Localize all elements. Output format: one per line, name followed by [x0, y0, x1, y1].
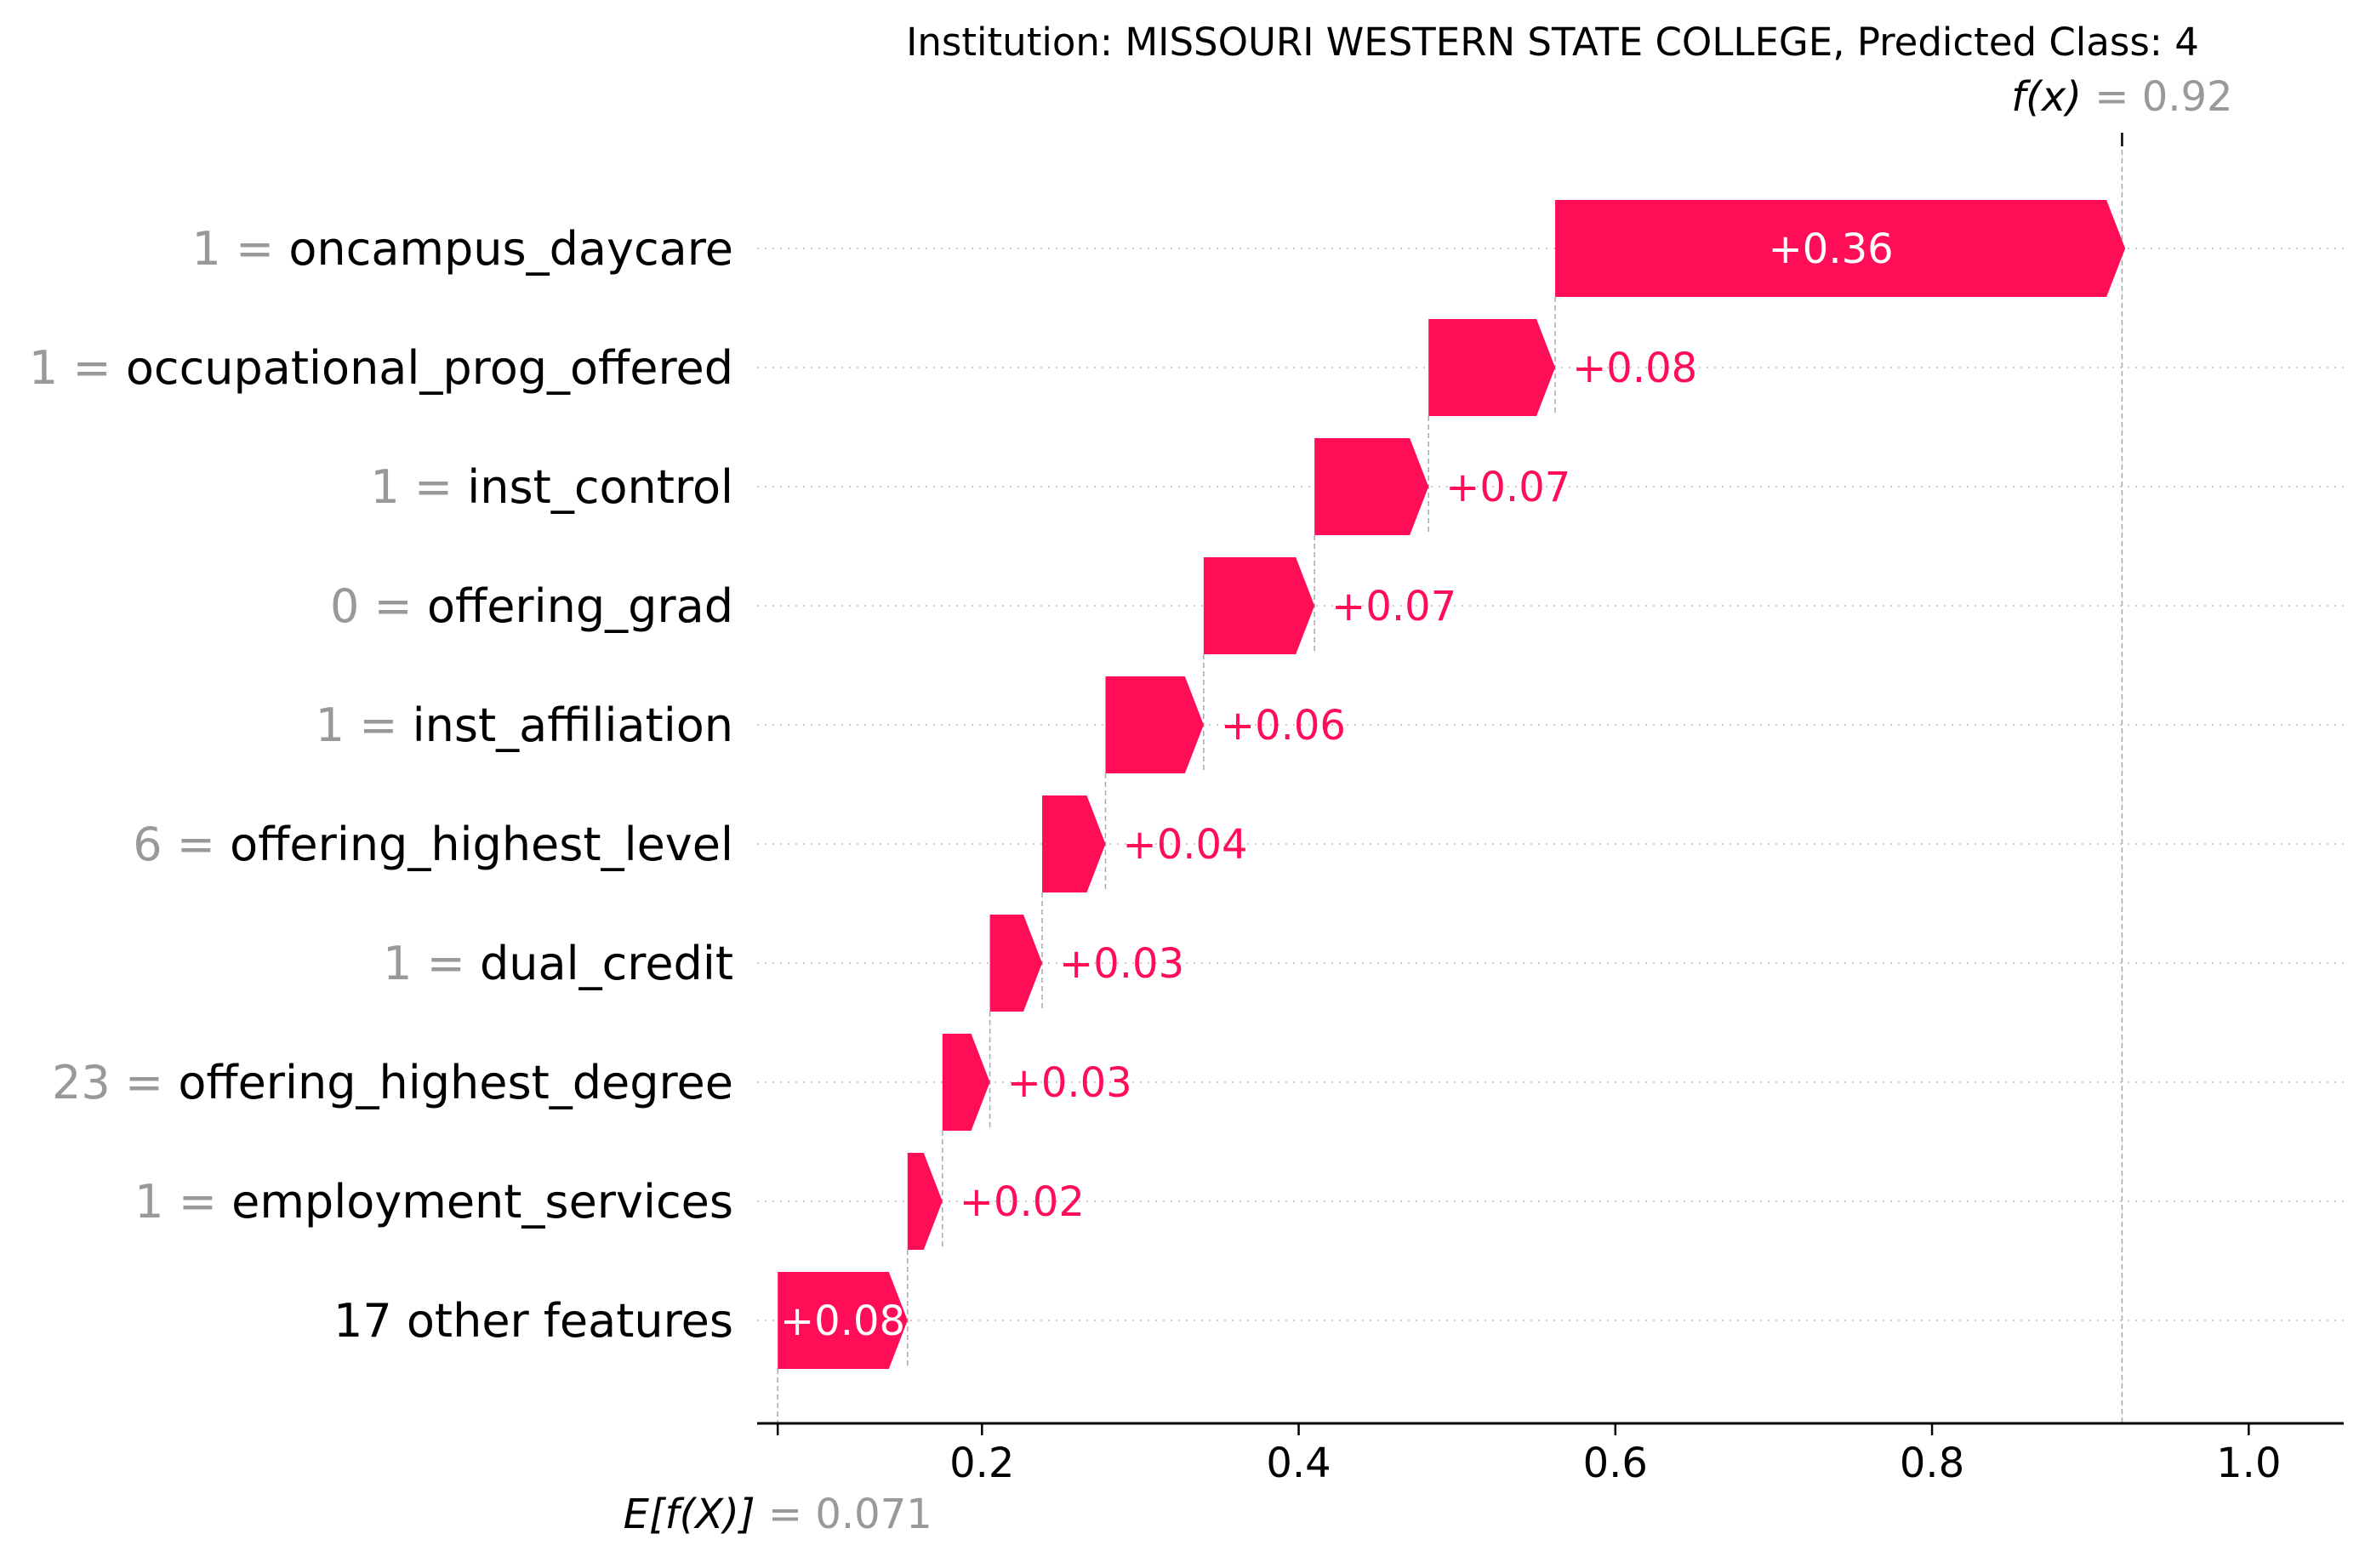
feature-name: 17 other features — [333, 1294, 733, 1348]
feature-value: 1 = — [134, 1175, 231, 1229]
contribution-bar — [942, 1034, 990, 1131]
feature-value: 1 = — [191, 222, 288, 276]
contribution-bar — [1105, 676, 1204, 773]
feature-label: 1 = occupational_prog_offered — [29, 341, 733, 395]
feature-label: 1 = inst_control — [370, 460, 733, 514]
chart-title: Institution: MISSOURI WESTERN STATE COLL… — [906, 20, 2199, 65]
contribution-bar — [1428, 319, 1556, 416]
bar-value-label: +0.02 — [960, 1178, 1085, 1226]
output-value-label: f(x) — [2011, 73, 2094, 121]
feature-name: inst_affiliation — [413, 698, 733, 752]
contribution-bar — [1203, 557, 1315, 654]
grid-layer — [757, 248, 2344, 1321]
base-value-annotation: E[f(X)] = 0.071 — [624, 1491, 932, 1538]
feature-name: dual_credit — [480, 937, 733, 990]
x-tick-label: 0.8 — [1900, 1440, 1964, 1487]
feature-label: 1 = dual_credit — [383, 937, 733, 990]
feature-value: 6 = — [133, 818, 230, 871]
contribution-bar — [778, 1272, 908, 1369]
feature-value: 1 = — [370, 460, 467, 514]
feature-label: 1 = oncampus_daycare — [191, 222, 733, 276]
contribution-bar — [1314, 438, 1429, 535]
annotation-layer: E[f(X)] = 0.071 f(x) = 0.92 — [624, 73, 2233, 1538]
feature-name: employment_services — [231, 1175, 733, 1229]
guide-layer — [777, 133, 2123, 1423]
feature-name: offering_highest_degree — [178, 1056, 733, 1109]
bar-value-label: +0.08 — [1572, 345, 1697, 392]
feature-value: 23 = — [52, 1056, 178, 1109]
feature-name: offering_grad — [427, 579, 733, 633]
output-value-annotation: f(x) = 0.92 — [2011, 73, 2232, 121]
x-tick-label: 0.4 — [1266, 1440, 1331, 1487]
bar-value-label: +0.36 — [1769, 225, 1894, 273]
bar-value-label: +0.03 — [1007, 1059, 1132, 1107]
bar-value-label: +0.08 — [780, 1297, 905, 1345]
feature-value: 1 = — [383, 937, 480, 990]
feature-label: 1 = inst_affiliation — [316, 698, 733, 752]
bar-value-label: +0.03 — [1059, 940, 1184, 988]
feature-label: 0 = offering_grad — [330, 579, 733, 633]
contribution-bar — [989, 915, 1043, 1012]
bar-layer: +0.36 +0.08 +0.07 +0.07 +0.06 +0.04 +0.03 +0.03… — [778, 200, 2126, 1369]
feature-value: 1 = — [316, 698, 413, 752]
output-value-number: = 0.92 — [2094, 73, 2232, 121]
x-axis: 0.2 0.4 0.6 0.8 1.0 — [757, 1422, 2344, 1487]
x-tick-label: 0.6 — [1583, 1440, 1648, 1487]
feature-label: 6 = offering_highest_level — [133, 818, 733, 871]
feature-name: inst_control — [467, 460, 733, 514]
base-value-number: = 0.071 — [768, 1491, 932, 1538]
feature-label: 1 = employment_services — [134, 1175, 733, 1229]
feature-name: oncampus_daycare — [288, 222, 733, 276]
feature-value: 1 = — [29, 341, 126, 395]
contribution-bar — [1555, 200, 2126, 297]
contribution-bar — [1042, 795, 1106, 892]
feature-name: offering_highest_level — [230, 818, 733, 871]
x-tick-label: 0.2 — [949, 1440, 1014, 1487]
bar-value-label: +0.07 — [1445, 464, 1570, 511]
x-tick-label: 1.0 — [2216, 1440, 2281, 1487]
feature-label: 23 = offering_highest_degree — [52, 1056, 733, 1109]
feature-name: occupational_prog_offered — [126, 341, 733, 395]
bar-value-label: +0.07 — [1331, 583, 1456, 630]
feature-value: 0 = — [330, 579, 427, 633]
feature-label: 17 other features — [333, 1294, 733, 1348]
bar-value-label: +0.04 — [1122, 821, 1247, 869]
contribution-bar — [907, 1153, 943, 1250]
base-value-label: E[f(X)] — [624, 1491, 768, 1538]
bar-value-label: +0.06 — [1221, 702, 1346, 750]
